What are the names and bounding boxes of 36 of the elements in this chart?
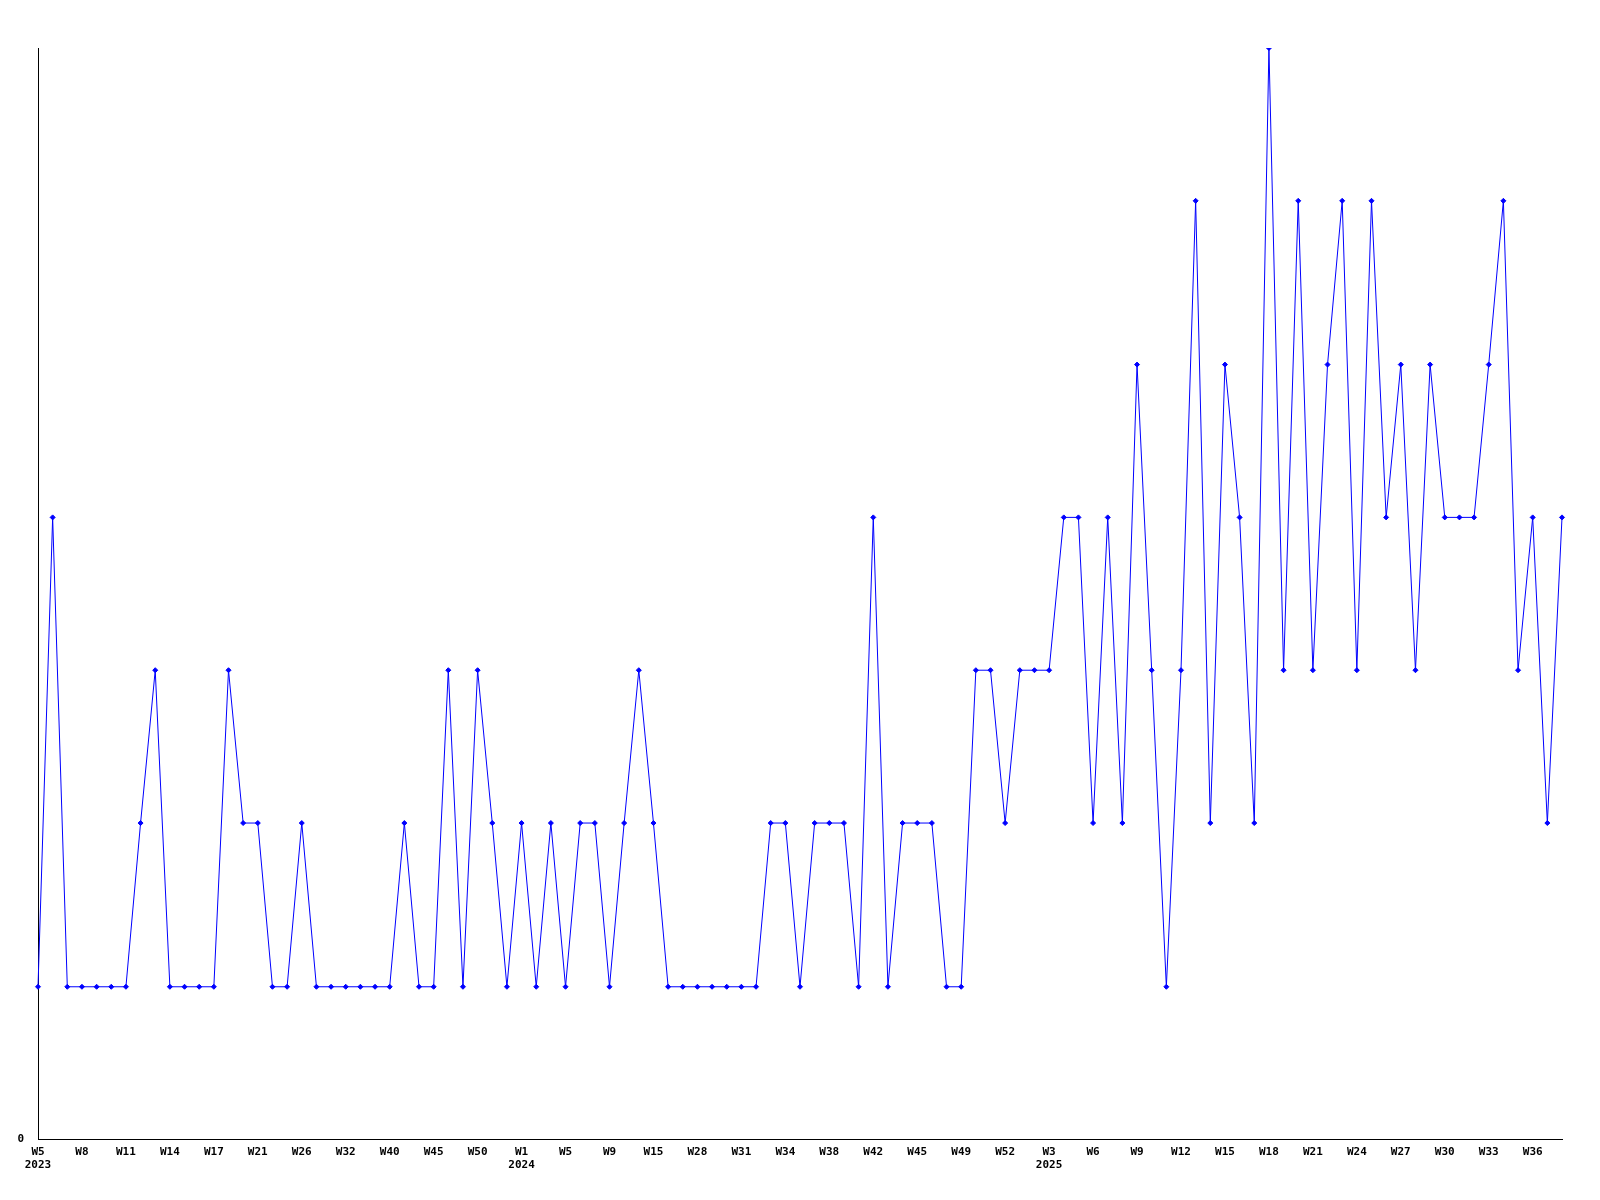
x-tick-label: W8 (75, 1145, 89, 1159)
x-tick-label: W9 (602, 1145, 617, 1159)
x-tick-label: W3 2025 (1035, 1145, 1063, 1172)
x-tick-label: W27 (1390, 1145, 1411, 1159)
x-tick-label: W17 (203, 1145, 224, 1159)
x-tick-label: W9 (1130, 1145, 1144, 1159)
x-tick-label: W34 (775, 1145, 796, 1159)
x-tick-label: W5 (558, 1145, 573, 1159)
x-tick-label: W45 (907, 1145, 928, 1159)
x-tick-label: W26 (291, 1145, 313, 1159)
x-tick-label: W32 (335, 1145, 356, 1159)
x-tick-label: W30 (1434, 1145, 1455, 1159)
x-tick-label: W31 (731, 1145, 752, 1159)
x-tick-label: W49 (951, 1145, 972, 1159)
x-tick-label: W45 (423, 1145, 444, 1159)
x-tick-label: W5 2023 (24, 1145, 52, 1172)
x-tick-label: W15 (1215, 1145, 1235, 1159)
x-tick-label: W14 (159, 1145, 181, 1159)
x-tick-label: W11 (115, 1145, 137, 1159)
x-tick-label: W42 (863, 1145, 884, 1159)
text: 0 (17, 1132, 24, 1146)
x-tick-label: W21 (1302, 1145, 1324, 1159)
x-tick-label: W24 (1346, 1145, 1368, 1159)
x-tick-label: W15 (643, 1145, 664, 1159)
x-tick-label: W28 (687, 1145, 708, 1159)
x-tick-label: W6 (1086, 1145, 1101, 1159)
x-tick-label: W18 (1258, 1145, 1279, 1159)
x-tick-label: W52 (995, 1145, 1016, 1159)
x-tick-label: W12 (1171, 1145, 1191, 1159)
x-tick-label: W33 (1478, 1145, 1499, 1159)
x-tick-label: W36 (1522, 1145, 1543, 1159)
x-tick-label: W1 2024 (508, 1145, 536, 1172)
x-tick-label: W40 (379, 1145, 400, 1159)
x-tick-label: W21 (247, 1145, 269, 1159)
x-tick-label: W50 (467, 1145, 488, 1159)
x-tick-label: W38 (819, 1145, 840, 1159)
